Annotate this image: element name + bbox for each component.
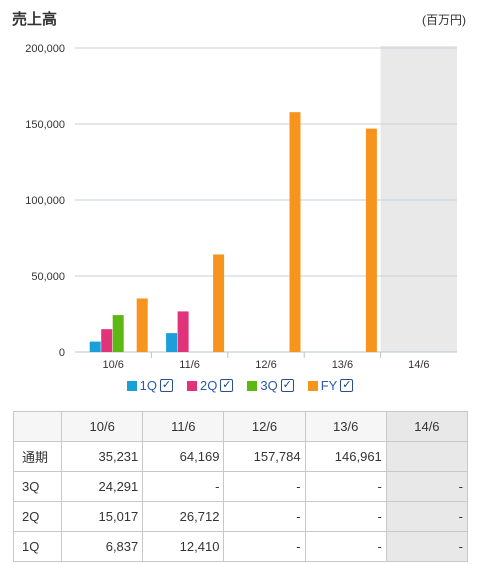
table-cell: - xyxy=(223,531,306,562)
x-tick-label: 13/6 xyxy=(332,359,353,371)
y-tick-label: 200,000 xyxy=(25,43,65,55)
checkbox-icon[interactable]: ✓ xyxy=(280,379,294,392)
table-cell: - xyxy=(304,471,387,502)
row-label: 1Q xyxy=(12,531,63,562)
legend-swatch-fy xyxy=(307,380,318,391)
table-cell: - xyxy=(223,471,306,502)
chart-title: 売上高 xyxy=(12,11,58,28)
y-tick-label: 50,000 xyxy=(31,271,65,283)
legend-item-1q[interactable]: 1Q ✓ xyxy=(126,378,174,393)
bar-2q xyxy=(177,311,189,352)
bar-chart: 0 50,000 100,000 150,000 200,000 10/6 11/6 12/6… xyxy=(25,43,457,371)
bar-1q xyxy=(166,333,178,352)
table-cell: - xyxy=(304,501,387,532)
y-tick-label: 0 xyxy=(59,347,65,359)
legend-swatch-2q xyxy=(187,380,198,391)
legend-label-3q: 3Q xyxy=(260,378,278,393)
legend-label-1q: 1Q xyxy=(139,378,158,393)
bar-2q xyxy=(101,329,113,352)
column-header: 14/6 xyxy=(385,411,469,442)
row-label: 2Q xyxy=(12,501,63,532)
table-header-row: 10/6 11/6 12/6 13/6 14/6 xyxy=(12,411,469,442)
legend-swatch-1q xyxy=(126,380,137,391)
table-row: 2Q 15,017 26,712 - - - xyxy=(12,501,469,532)
table-row: 通期 35,231 64,169 157,784 146,961 xyxy=(12,441,469,472)
column-header: 10/6 xyxy=(61,411,144,442)
bar-fy xyxy=(213,254,225,352)
legend-item-3q[interactable]: 3Q ✓ xyxy=(247,378,294,393)
legend-swatch-3q xyxy=(247,380,258,391)
table-cell: - xyxy=(385,471,469,502)
checkbox-icon[interactable]: ✓ xyxy=(160,379,174,392)
table-cell: 15,017 xyxy=(61,501,144,532)
unit-label: (百万円) xyxy=(422,13,466,27)
legend-item-2q[interactable]: 2Q ✓ xyxy=(187,378,234,393)
bar-fy xyxy=(365,128,377,352)
table-cell: - xyxy=(385,501,469,532)
table-cell: 157,784 xyxy=(223,441,306,472)
table-cell: 6,837 xyxy=(61,531,144,562)
table-cell xyxy=(385,441,469,472)
table-cell: 64,169 xyxy=(142,441,225,472)
table-row: 1Q 6,837 12,410 - - - xyxy=(12,531,469,562)
column-header: 13/6 xyxy=(304,411,387,442)
table-corner xyxy=(12,411,63,442)
table-cell: - xyxy=(385,531,469,562)
bar-1q xyxy=(89,341,101,352)
bar-fy xyxy=(289,112,301,352)
table-cell: - xyxy=(304,531,387,562)
x-tick-label: 14/6 xyxy=(408,359,429,371)
bar-fy xyxy=(136,298,148,352)
y-tick-label: 100,000 xyxy=(25,195,65,207)
data-table: 10/6 11/6 12/6 13/6 14/6 通期 35,231 64,16… xyxy=(12,411,469,562)
table-cell: 26,712 xyxy=(142,501,225,532)
table-cell: 24,291 xyxy=(61,471,144,502)
column-header: 12/6 xyxy=(223,411,306,442)
table-cell: 35,231 xyxy=(61,441,144,472)
x-tick-label: 12/6 xyxy=(255,359,276,371)
table-cell: 146,961 xyxy=(304,441,387,472)
legend-item-fy[interactable]: FY ✓ xyxy=(307,378,354,393)
table-row: 3Q 24,291 - - - - xyxy=(12,471,469,502)
table-cell: - xyxy=(223,501,306,532)
y-tick-label: 150,000 xyxy=(25,119,65,131)
column-header: 11/6 xyxy=(142,411,225,442)
table-cell: 12,410 xyxy=(142,531,225,562)
future-band xyxy=(380,46,457,352)
checkbox-icon[interactable]: ✓ xyxy=(220,379,234,392)
checkbox-icon[interactable]: ✓ xyxy=(340,379,354,392)
x-tick-label: 10/6 xyxy=(102,359,123,371)
row-label: 3Q xyxy=(12,471,63,502)
x-tick-label: 11/6 xyxy=(179,359,200,371)
table-cell: - xyxy=(142,471,225,502)
legend-label-fy: FY xyxy=(320,378,338,393)
legend-label-2q: 2Q xyxy=(200,378,218,393)
row-label: 通期 xyxy=(12,441,63,472)
legend: 1Q ✓ 2Q ✓ 3Q ✓ FY ✓ xyxy=(0,378,480,393)
bar-3q xyxy=(112,315,124,352)
